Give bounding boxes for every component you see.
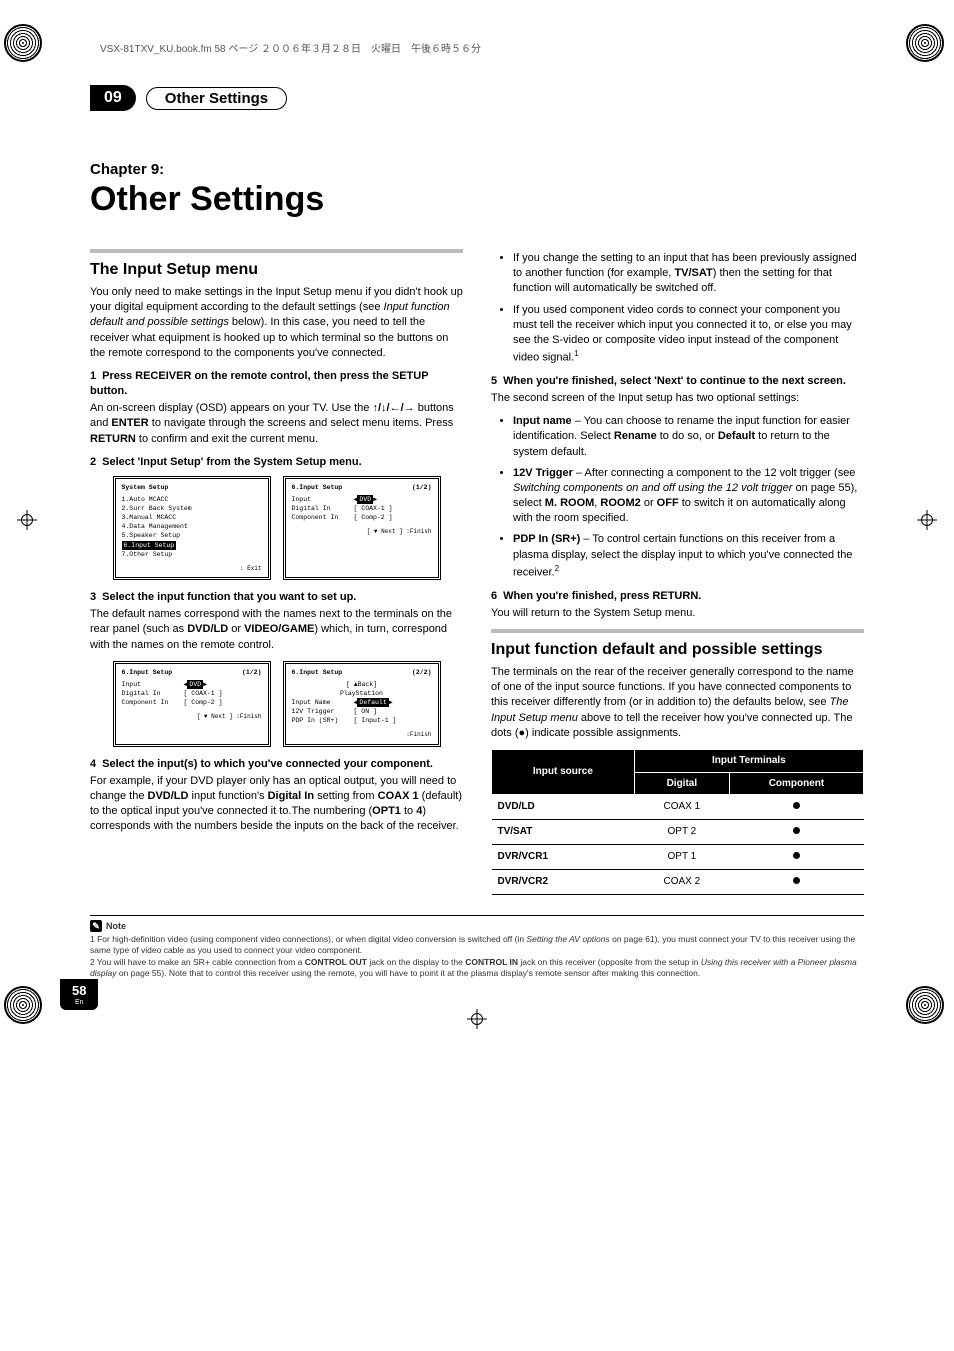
step-1: 1Press RECEIVER on the remote control, t… — [90, 369, 463, 399]
paragraph: The second screen of the Input setup has… — [491, 391, 864, 406]
right-column: If you change the setting to an input th… — [491, 249, 864, 895]
footnotes: ✎ Note 1 For high-definition video (usin… — [90, 915, 864, 980]
step-3: 3Select the input function that you want… — [90, 590, 463, 605]
paragraph: An on-screen display (OSD) appears on yo… — [90, 401, 463, 447]
table-cell-component — [729, 869, 863, 894]
bullet: If you used component video cords to con… — [513, 303, 864, 366]
osd-row-2: 6.Input Setup(1/2) Input◀ DVD ▶Digital I… — [90, 661, 463, 747]
th-digital: Digital — [634, 772, 729, 795]
print-registration-mark — [4, 986, 48, 1030]
bullet-input-name: Input name – You can choose to rename th… — [513, 414, 864, 460]
bullet-list: If you change the setting to an input th… — [491, 251, 864, 366]
source-file-header: VSX-81TXV_KU.book.fm 58 ページ ２００６年３月２８日 火… — [90, 40, 864, 55]
bullet: If you change the setting to an input th… — [513, 251, 864, 297]
step-4: 4Select the input(s) to which you've con… — [90, 757, 463, 772]
print-crop-mark — [920, 513, 934, 527]
table-cell-component — [729, 795, 863, 820]
paragraph: The terminals on the rear of the receive… — [491, 665, 864, 741]
chapter-title: Other Settings — [90, 180, 864, 219]
table-cell-digital: COAX 2 — [634, 869, 729, 894]
divider — [491, 629, 864, 633]
note-icon: ✎ — [90, 920, 102, 932]
th-input-terminals: Input Terminals — [634, 749, 863, 772]
step-6: 6When you're finished, press RETURN. — [491, 589, 864, 604]
table-cell-source: DVR/VCR2 — [492, 869, 635, 894]
heading-input-setup: The Input Setup menu — [90, 259, 463, 281]
table-cell-source: DVD/LD — [492, 795, 635, 820]
page-lang: En — [72, 999, 86, 1006]
table-cell-component — [729, 845, 863, 870]
bullet-list: Input name – You can choose to rename th… — [491, 414, 864, 580]
print-crop-mark — [20, 513, 34, 527]
page-number-box: 58 En — [60, 979, 98, 1010]
bullet-pdp-in: PDP In (SR+) – To control certain functi… — [513, 532, 864, 580]
section-title: Other Settings — [146, 87, 287, 110]
heading-defaults: Input function default and possible sett… — [491, 639, 864, 661]
bullet-12v-trigger: 12V Trigger – After connecting a compone… — [513, 466, 864, 527]
table-cell-digital: COAX 1 — [634, 795, 729, 820]
paragraph: You only need to make settings in the In… — [90, 285, 463, 361]
paragraph: You will return to the System Setup menu… — [491, 606, 864, 621]
input-terminals-table: Input source Input Terminals Digital Com… — [491, 749, 864, 895]
osd-input-setup-1b: 6.Input Setup(1/2) Input◀ DVD ▶Digital I… — [113, 661, 271, 747]
osd-input-setup-2: 6.Input Setup(2/2) [ ▲Back] PlayStation … — [283, 661, 441, 747]
osd-system-setup: System Setup 1.Auto MCACC2.Surr Back Sys… — [113, 476, 271, 580]
left-column: The Input Setup menu You only need to ma… — [90, 249, 463, 895]
paragraph: For example, if your DVD player only has… — [90, 774, 463, 835]
print-registration-mark — [4, 24, 48, 68]
print-registration-mark — [906, 986, 950, 1030]
table-cell-component — [729, 820, 863, 845]
footnote-2: 2 You will have to make an SR+ cable con… — [90, 957, 864, 980]
section-number: 09 — [90, 85, 136, 111]
table-cell-source: TV/SAT — [492, 820, 635, 845]
page-number: 58 — [72, 983, 86, 998]
print-crop-mark — [470, 1012, 484, 1026]
th-component: Component — [729, 772, 863, 795]
step-5: 5When you're finished, select 'Next' to … — [491, 374, 864, 389]
paragraph: The default names correspond with the na… — [90, 607, 463, 653]
note-badge: ✎ Note — [90, 920, 126, 932]
osd-row-1: System Setup 1.Auto MCACC2.Surr Back Sys… — [90, 476, 463, 580]
table-cell-digital: OPT 1 — [634, 845, 729, 870]
section-ribbon: 09 Other Settings — [90, 85, 864, 111]
table-cell-source: DVR/VCR1 — [492, 845, 635, 870]
print-registration-mark — [906, 24, 950, 68]
osd-input-setup-1: 6.Input Setup(1/2) Input◀ DVD ▶Digital I… — [283, 476, 441, 580]
th-input-source: Input source — [492, 749, 635, 795]
table-cell-digital: OPT 2 — [634, 820, 729, 845]
step-2: 2Select 'Input Setup' from the System Se… — [90, 455, 463, 470]
divider — [90, 249, 463, 253]
footnote-1: 1 For high-definition video (using compo… — [90, 934, 864, 957]
chapter-label: Chapter 9: — [90, 161, 864, 178]
